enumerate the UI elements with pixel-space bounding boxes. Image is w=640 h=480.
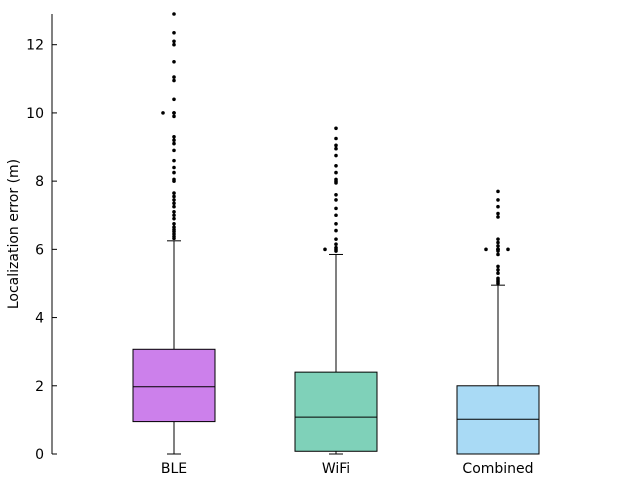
outlier-point xyxy=(172,59,176,64)
outlier-point xyxy=(172,201,176,206)
outlier-point xyxy=(334,170,338,175)
outlier-point xyxy=(334,153,338,158)
outlier-point xyxy=(172,210,176,214)
x-tick-label: WiFi xyxy=(322,461,350,477)
outlier-point xyxy=(496,276,500,281)
outlier-point xyxy=(172,75,176,79)
outlier-point xyxy=(334,198,338,202)
outlier-point xyxy=(172,216,176,221)
outlier-point xyxy=(172,97,176,102)
outlier-point xyxy=(496,215,500,219)
x-tick-label: Combined xyxy=(462,461,533,477)
outlier-point xyxy=(496,204,500,209)
outlier-point xyxy=(172,12,176,16)
outlier-point xyxy=(496,211,500,216)
box xyxy=(294,371,378,452)
outlier-point xyxy=(334,206,338,211)
outlier-point xyxy=(172,148,176,153)
outlier-point xyxy=(496,252,500,257)
box-group-ble xyxy=(132,12,216,455)
y-tick-label: 6 xyxy=(35,242,44,258)
outlier-point xyxy=(172,191,176,195)
outlier-point xyxy=(334,242,338,247)
outlier-point xyxy=(334,126,338,131)
outlier-point xyxy=(172,221,176,226)
outlier-point xyxy=(172,138,176,143)
outlier-point xyxy=(172,114,176,119)
box-group-combined xyxy=(456,189,540,455)
y-axis-label: Localization error (m) xyxy=(6,159,22,309)
outlier-point xyxy=(172,165,176,170)
outlier-point xyxy=(172,111,176,115)
outlier-point xyxy=(334,136,338,141)
outlier-point xyxy=(496,268,500,272)
outlier-point xyxy=(172,30,176,35)
boxes: BLE WiFi Combined xyxy=(132,12,540,477)
outlier-point xyxy=(172,225,176,229)
outlier-point xyxy=(334,237,338,241)
outlier-point xyxy=(506,247,510,252)
outlier-point xyxy=(496,198,500,202)
box xyxy=(456,385,540,455)
outlier-point xyxy=(172,158,176,163)
axes: 0 2 4 6 8 10 12 xyxy=(26,14,57,463)
outlier-point xyxy=(172,39,176,44)
box xyxy=(132,348,216,423)
outlier-point xyxy=(172,204,176,209)
outlier-point xyxy=(496,237,500,241)
outlier-point xyxy=(172,213,176,218)
outlier-point xyxy=(334,146,338,151)
outlier-point xyxy=(334,192,338,197)
outlier-point xyxy=(496,271,500,276)
outlier-point xyxy=(484,247,488,252)
outlier-point xyxy=(172,42,176,47)
y-tick-label: 8 xyxy=(35,174,44,190)
outlier-point xyxy=(496,189,500,194)
outlier-point xyxy=(496,247,500,252)
outlier-point xyxy=(334,177,338,182)
outlier-point xyxy=(161,111,165,115)
y-tick-label: 0 xyxy=(35,447,44,463)
outlier-point xyxy=(496,240,500,245)
outlier-point xyxy=(172,198,176,202)
outlier-point xyxy=(334,245,338,250)
outlier-point xyxy=(172,134,176,139)
outlier-point xyxy=(334,228,338,233)
outlier-point xyxy=(334,221,338,226)
outlier-point xyxy=(172,170,176,175)
outlier-point xyxy=(172,194,176,199)
y-tick-label: 12 xyxy=(26,38,44,54)
outlier-point xyxy=(323,247,327,252)
y-tick-label: 2 xyxy=(35,379,44,395)
outlier-point xyxy=(172,141,176,146)
y-tick-label: 4 xyxy=(35,311,44,327)
outlier-point xyxy=(496,264,500,269)
outlier-point xyxy=(496,244,500,248)
y-tick-label: 10 xyxy=(26,106,44,122)
outlier-point xyxy=(172,177,176,182)
outlier-point xyxy=(334,213,338,218)
outlier-point xyxy=(334,163,338,168)
x-tick-label: BLE xyxy=(161,461,187,477)
outlier-point xyxy=(172,78,176,83)
box-group-wifi xyxy=(294,126,378,455)
outlier-point xyxy=(334,143,338,148)
